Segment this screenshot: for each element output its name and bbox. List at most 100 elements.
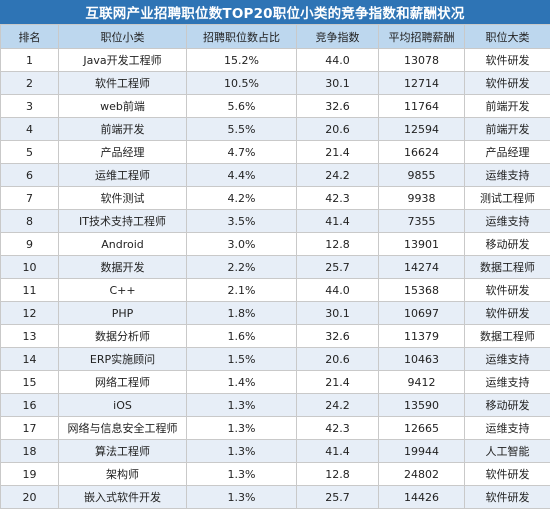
job-category-cell: 运维支持 [464, 347, 550, 371]
header-avg-salary: 平均招聘薪酬 [378, 24, 465, 49]
posting-share-cell: 1.3% [186, 485, 297, 509]
rank-cell: 6 [0, 163, 59, 187]
job-category-cell: 数据工程师 [464, 324, 550, 348]
competition-index-cell: 12.8 [296, 462, 379, 486]
competition-index-cell: 20.6 [296, 117, 379, 141]
table-row: 14 ERP实施顾问 1.5% 20.6 10463 运维支持 [0, 347, 550, 371]
table-row: 18 算法工程师 1.3% 41.4 19944 人工智能 [0, 439, 550, 463]
job-category-cell: 数据工程师 [464, 255, 550, 279]
competition-index-cell: 24.2 [296, 163, 379, 187]
competition-index-cell: 25.7 [296, 485, 379, 509]
posting-share-cell: 1.3% [186, 416, 297, 440]
avg-salary-cell: 19944 [378, 439, 465, 463]
avg-salary-cell: 12594 [378, 117, 465, 141]
job-subcategory-cell: 运维工程师 [58, 163, 187, 187]
header-job-category: 职位大类 [464, 24, 550, 49]
competition-index-cell: 32.6 [296, 94, 379, 118]
rank-cell: 5 [0, 140, 59, 164]
avg-salary-cell: 7355 [378, 209, 465, 233]
table-row: 12 PHP 1.8% 30.1 10697 软件研发 [0, 301, 550, 325]
rank-cell: 8 [0, 209, 59, 233]
rank-cell: 4 [0, 117, 59, 141]
avg-salary-cell: 13590 [378, 393, 465, 417]
table-row: 19 架构师 1.3% 12.8 24802 软件研发 [0, 462, 550, 486]
competition-index-cell: 42.3 [296, 416, 379, 440]
posting-share-cell: 4.4% [186, 163, 297, 187]
posting-share-cell: 1.3% [186, 439, 297, 463]
rank-cell: 20 [0, 485, 59, 509]
table-row: 3 web前端 5.6% 32.6 11764 前端开发 [0, 94, 550, 118]
table-row: 20 嵌入式软件开发 1.3% 25.7 14426 软件研发 [0, 485, 550, 509]
posting-share-cell: 3.0% [186, 232, 297, 256]
rank-cell: 3 [0, 94, 59, 118]
rank-cell: 7 [0, 186, 59, 210]
rank-cell: 19 [0, 462, 59, 486]
job-subcategory-cell: 软件测试 [58, 186, 187, 210]
avg-salary-cell: 9855 [378, 163, 465, 187]
rank-cell: 1 [0, 48, 59, 72]
competition-index-cell: 30.1 [296, 301, 379, 325]
avg-salary-cell: 10697 [378, 301, 465, 325]
table-row: 1 Java开发工程师 15.2% 44.0 13078 软件研发 [0, 48, 550, 72]
rank-cell: 14 [0, 347, 59, 371]
posting-share-cell: 4.2% [186, 186, 297, 210]
header-row: 排名 职位小类 招聘职位数占比 竞争指数 平均招聘薪酬 职位大类 [0, 24, 550, 49]
avg-salary-cell: 11379 [378, 324, 465, 348]
posting-share-cell: 3.5% [186, 209, 297, 233]
posting-share-cell: 2.1% [186, 278, 297, 302]
job-subcategory-cell: IT技术支持工程师 [58, 209, 187, 233]
job-subcategory-cell: 算法工程师 [58, 439, 187, 463]
rank-cell: 9 [0, 232, 59, 256]
competition-index-cell: 12.8 [296, 232, 379, 256]
competition-index-cell: 24.2 [296, 393, 379, 417]
competition-index-cell: 21.4 [296, 370, 379, 394]
competition-index-cell: 25.7 [296, 255, 379, 279]
job-category-cell: 运维支持 [464, 163, 550, 187]
posting-share-cell: 10.5% [186, 71, 297, 95]
job-subcategory-cell: 前端开发 [58, 117, 187, 141]
table-row: 17 网络与信息安全工程师 1.3% 42.3 12665 运维支持 [0, 416, 550, 440]
job-category-cell: 前端开发 [464, 94, 550, 118]
rank-cell: 16 [0, 393, 59, 417]
job-subcategory-cell: 网络与信息安全工程师 [58, 416, 187, 440]
table-row: 15 网络工程师 1.4% 21.4 9412 运维支持 [0, 370, 550, 394]
job-subcategory-cell: 嵌入式软件开发 [58, 485, 187, 509]
posting-share-cell: 1.8% [186, 301, 297, 325]
posting-share-cell: 1.5% [186, 347, 297, 371]
table-row: 13 数据分析师 1.6% 32.6 11379 数据工程师 [0, 324, 550, 348]
competition-index-cell: 30.1 [296, 71, 379, 95]
avg-salary-cell: 11764 [378, 94, 465, 118]
avg-salary-cell: 24802 [378, 462, 465, 486]
header-job-subcategory: 职位小类 [58, 24, 187, 49]
posting-share-cell: 15.2% [186, 48, 297, 72]
ranking-table: 排名 职位小类 招聘职位数占比 竞争指数 平均招聘薪酬 职位大类 1 Java开发… [0, 24, 550, 509]
header-posting-share: 招聘职位数占比 [186, 24, 297, 49]
rank-cell: 13 [0, 324, 59, 348]
job-subcategory-cell: Android [58, 232, 187, 256]
competition-index-cell: 44.0 [296, 48, 379, 72]
job-category-cell: 测试工程师 [464, 186, 550, 210]
competition-index-cell: 32.6 [296, 324, 379, 348]
job-subcategory-cell: 数据开发 [58, 255, 187, 279]
table-row: 8 IT技术支持工程师 3.5% 41.4 7355 运维支持 [0, 209, 550, 233]
job-subcategory-cell: PHP [58, 301, 187, 325]
job-subcategory-cell: Java开发工程师 [58, 48, 187, 72]
job-category-cell: 软件研发 [464, 462, 550, 486]
job-category-cell: 软件研发 [464, 71, 550, 95]
competition-index-cell: 21.4 [296, 140, 379, 164]
job-subcategory-cell: web前端 [58, 94, 187, 118]
job-subcategory-cell: 数据分析师 [58, 324, 187, 348]
table-row: 9 Android 3.0% 12.8 13901 移动研发 [0, 232, 550, 256]
avg-salary-cell: 12714 [378, 71, 465, 95]
posting-share-cell: 5.5% [186, 117, 297, 141]
table-row: 7 软件测试 4.2% 42.3 9938 测试工程师 [0, 186, 550, 210]
rank-cell: 2 [0, 71, 59, 95]
posting-share-cell: 1.6% [186, 324, 297, 348]
avg-salary-cell: 9938 [378, 186, 465, 210]
rank-cell: 15 [0, 370, 59, 394]
job-subcategory-cell: 产品经理 [58, 140, 187, 164]
table-row: 4 前端开发 5.5% 20.6 12594 前端开发 [0, 117, 550, 141]
header-rank: 排名 [0, 24, 59, 49]
competition-index-cell: 20.6 [296, 347, 379, 371]
posting-share-cell: 1.3% [186, 462, 297, 486]
